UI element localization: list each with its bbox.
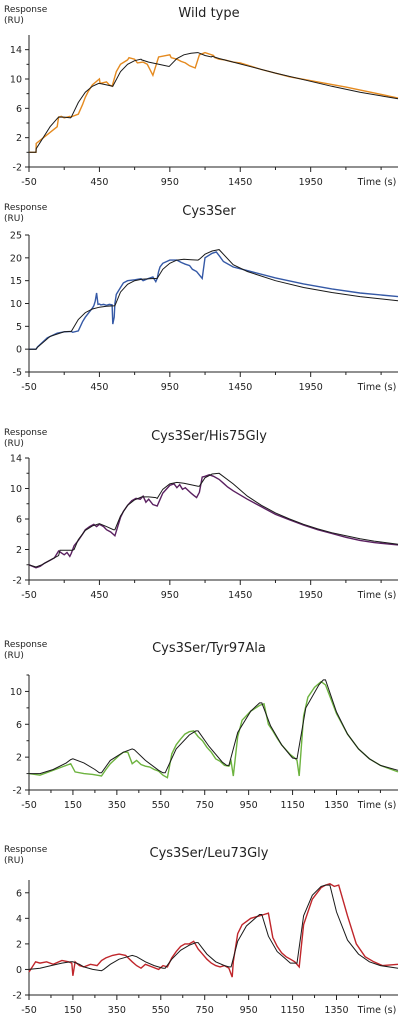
- response-curve: [28, 474, 399, 569]
- y-axis-label: Response: [4, 640, 48, 650]
- y-tick-label: 10: [10, 484, 22, 495]
- y-axis-label: Response: [4, 5, 48, 15]
- y-tick-label: 2: [16, 939, 22, 950]
- x-tick-label: 1450: [228, 177, 252, 188]
- y-axis-label: Response: [4, 428, 48, 438]
- x-tick-label: -50: [21, 177, 37, 188]
- y-tick-label: 10: [10, 687, 22, 698]
- y-axis-label: (RU): [4, 439, 24, 449]
- y-axis-label: Response: [4, 203, 48, 213]
- x-tick-label: -50: [21, 800, 37, 811]
- y-tick-label: -5: [13, 368, 22, 379]
- chart-title: Cys3Ser/Tyr97Ala: [152, 641, 266, 656]
- y-tick-label: 2: [16, 133, 22, 144]
- response-curve: [28, 680, 399, 779]
- x-tick-label: 1950: [299, 382, 323, 393]
- x-tick-label: 550: [152, 1005, 170, 1016]
- fit-curve: [28, 884, 399, 972]
- x-axis-label: Time (s): [357, 590, 397, 601]
- y-tick-label: 0: [16, 345, 22, 356]
- x-tick-label: 450: [90, 382, 108, 393]
- y-tick-label: 15: [10, 276, 22, 287]
- x-tick-label: 750: [196, 800, 214, 811]
- y-tick-label: 4: [16, 914, 22, 925]
- x-tick-label: -50: [21, 590, 37, 601]
- x-tick-label: 950: [240, 1005, 258, 1016]
- x-tick-label: 950: [161, 590, 179, 601]
- y-tick-label: -2: [13, 991, 22, 1002]
- fit-curve: [29, 679, 399, 775]
- x-tick-label: 950: [161, 382, 179, 393]
- y-tick-label: 10: [10, 75, 22, 86]
- y-tick-label: 6: [16, 515, 22, 526]
- y-axis-label: (RU): [4, 214, 24, 224]
- x-tick-label: 1950: [299, 177, 323, 188]
- y-tick-label: 10: [10, 299, 22, 310]
- x-tick-label: 1950: [299, 590, 323, 601]
- x-axis-label: Time (s): [357, 800, 397, 811]
- y-axis-label: (RU): [4, 651, 24, 661]
- fit-curve: [29, 249, 399, 350]
- x-axis-label: Time (s): [357, 177, 397, 188]
- y-tick-label: -2: [13, 163, 22, 174]
- x-tick-label: 550: [152, 800, 170, 811]
- response-curve: [29, 51, 399, 154]
- chart-panel-4: Cys3Ser/Tyr97Ala Response(RU) -2 2 6 10 -50 150…: [4, 640, 399, 811]
- y-tick-label: 0: [16, 965, 22, 976]
- y-tick-label: 2: [16, 545, 22, 556]
- y-tick-label: 6: [16, 104, 22, 115]
- y-axis-label: Response: [4, 845, 48, 855]
- chart-title: Cys3Ser: [182, 204, 236, 219]
- chart-title: Cys3Ser/His75Gly: [151, 429, 267, 444]
- chart-panel-1: Wild type Response(RU) -2 2 6 10 14 -50 450 950 14…: [4, 5, 399, 188]
- y-axis-label: (RU): [4, 16, 24, 26]
- y-tick-label: 2: [16, 753, 22, 764]
- x-tick-label: 350: [108, 1005, 126, 1016]
- x-tick-label: 150: [64, 800, 82, 811]
- x-tick-label: 450: [90, 590, 108, 601]
- x-tick-label: -50: [21, 1005, 37, 1016]
- y-tick-label: 5: [16, 322, 22, 333]
- x-tick-label: 1150: [280, 800, 304, 811]
- x-tick-label: 1350: [324, 1005, 348, 1016]
- chart-panel-5: Cys3Ser/Leu73Gly Response(RU) -2 0 2 4 6 -50 150…: [4, 845, 399, 1016]
- fit-curve: [29, 52, 399, 153]
- chart-panel-3: Cys3Ser/His75Gly Response(RU) -2 2 6 10 14 -50 4…: [4, 428, 399, 601]
- chart-title: Cys3Ser/Leu73Gly: [150, 846, 269, 861]
- response-curve: [29, 251, 399, 350]
- fit-curve: [28, 472, 399, 568]
- y-tick-label: 25: [10, 231, 22, 242]
- y-tick-label: 6: [16, 888, 22, 899]
- y-tick-label: 6: [16, 720, 22, 731]
- y-tick-label: 14: [10, 45, 22, 56]
- x-tick-label: 150: [64, 1005, 82, 1016]
- x-tick-label: 950: [161, 177, 179, 188]
- x-axis-label: Time (s): [357, 1005, 397, 1016]
- x-tick-label: 450: [90, 177, 108, 188]
- y-tick-label: 14: [10, 454, 22, 465]
- x-tick-label: 350: [108, 800, 126, 811]
- x-tick-label: 1150: [280, 1005, 304, 1016]
- y-tick-label: 20: [10, 253, 22, 264]
- chart-title: Wild type: [178, 6, 239, 21]
- y-tick-label: -2: [13, 786, 22, 797]
- x-tick-label: 1450: [228, 590, 252, 601]
- x-tick-label: 1450: [228, 382, 252, 393]
- x-tick-label: 950: [240, 800, 258, 811]
- x-tick-label: 1350: [324, 800, 348, 811]
- y-axis-label: (RU): [4, 856, 24, 866]
- x-tick-label: 750: [196, 1005, 214, 1016]
- x-tick-label: -50: [21, 382, 37, 393]
- x-axis-label: Time (s): [357, 382, 397, 393]
- response-curve: [28, 883, 399, 978]
- y-tick-label: -2: [13, 576, 22, 587]
